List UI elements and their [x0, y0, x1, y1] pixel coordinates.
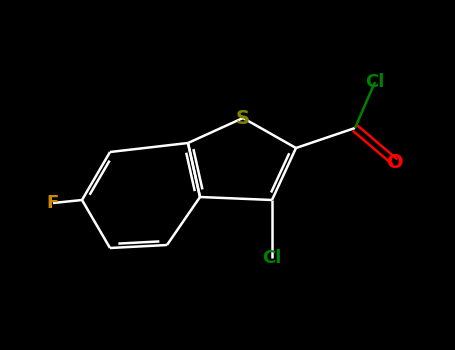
Text: S: S [236, 108, 250, 127]
Text: F: F [47, 194, 59, 212]
Text: O: O [387, 153, 403, 172]
Text: Cl: Cl [263, 249, 282, 267]
Text: Cl: Cl [365, 73, 384, 91]
